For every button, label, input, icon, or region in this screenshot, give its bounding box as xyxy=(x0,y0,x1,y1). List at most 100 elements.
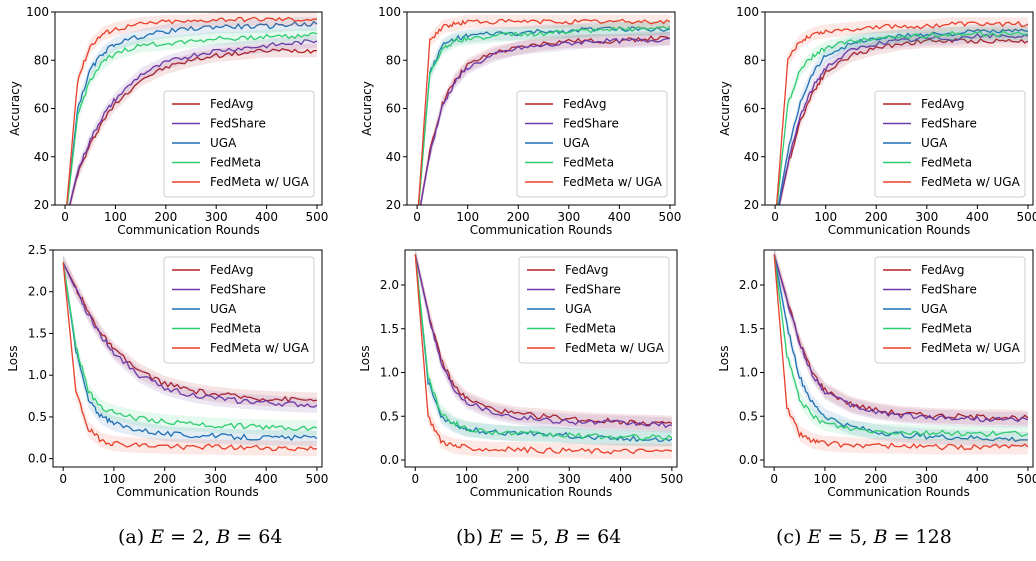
x-tick-label: 300 xyxy=(557,210,580,224)
y-tick-label: 20 xyxy=(34,198,49,212)
y-tick-label: 100 xyxy=(26,5,49,19)
legend-entry: FedMeta w/ UGA xyxy=(210,175,310,189)
x-tick-label: 500 xyxy=(658,210,681,224)
series-line-fedmeta xyxy=(414,254,673,441)
legend-entry: UGA xyxy=(210,302,237,316)
x-tick-label: 100 xyxy=(102,472,125,486)
y-axis-label: Loss xyxy=(358,345,372,371)
legend-entry: FedMeta w/ UGA xyxy=(921,341,1021,355)
y-tick-label: 60 xyxy=(744,102,759,116)
series-line-fedavg xyxy=(778,38,1029,205)
legend-entry: FedMeta w/ UGA xyxy=(563,175,663,189)
caption-c-label: (c) xyxy=(776,526,802,548)
series-line-fedmeta-w-uga xyxy=(414,254,673,455)
band-fedmeta-w-uga xyxy=(415,250,672,459)
series-line-uga xyxy=(777,28,1028,205)
y-tick-label: 20 xyxy=(386,198,401,212)
y-tick-label: 2.0 xyxy=(380,278,399,292)
chart-panel-c-accuracy: 0 100 200 300 400 50020406080100Communication… xyxy=(718,5,1036,237)
band-fedshare xyxy=(63,254,317,413)
band-uga xyxy=(418,22,670,205)
series-line-fedmeta-w-uga xyxy=(62,262,318,452)
band-fedmeta-w-uga xyxy=(776,17,1028,205)
x-tick-label: 0 xyxy=(61,210,69,224)
x-tick-label: 300 xyxy=(558,472,581,486)
series-line-fedmeta-w-uga xyxy=(773,254,1029,451)
caption-c: (c) E = 5, B = 128 xyxy=(776,526,952,548)
legend: FedAvg FedShare UGA FedMeta FedMeta w/ UGA xyxy=(874,256,1026,364)
legend-entry: FedMeta xyxy=(210,156,261,170)
legend-entry: FedAvg xyxy=(210,263,253,277)
legend-entry: FedMeta xyxy=(210,322,261,336)
legend: FedAvg FedShare UGA FedMeta FedMeta w/ UGA xyxy=(874,90,1026,198)
x-tick-label: 400 xyxy=(966,472,989,486)
legend: FedAvg FedShare UGA FedMeta FedMeta w/ UGA xyxy=(516,90,668,198)
caption-a-label: (a) xyxy=(118,526,145,548)
caption-b-e: 5 xyxy=(530,526,544,548)
legend-box xyxy=(516,90,668,198)
caption-b: (b) E = 5, B = 64 xyxy=(456,526,622,548)
x-tick-label: 400 xyxy=(255,210,278,224)
caption-a-e: 2 xyxy=(192,526,205,548)
y-axis-label: Accuracy xyxy=(360,81,374,136)
x-tick-label: 200 xyxy=(154,210,177,224)
x-tick-label: 300 xyxy=(915,472,938,486)
plot-area xyxy=(773,250,1029,455)
legend-box xyxy=(518,256,670,364)
x-tick-label: 300 xyxy=(205,210,228,224)
x-tick-label: 100 xyxy=(455,472,478,486)
x-tick-label: 200 xyxy=(507,210,530,224)
series-line-fedmeta xyxy=(62,262,318,432)
x-axis-label: Communication Rounds xyxy=(827,485,970,499)
x-tick-label: 0 xyxy=(771,210,779,224)
y-tick-label: 0.5 xyxy=(739,409,758,423)
series-line-fedshare xyxy=(419,37,670,205)
series-line-uga xyxy=(66,20,318,205)
y-tick-label: 80 xyxy=(34,53,49,67)
legend-box xyxy=(163,256,315,364)
y-axis-label: Loss xyxy=(6,345,20,371)
x-tick-label: 0 xyxy=(411,472,419,486)
x-tick-label: 200 xyxy=(506,472,529,486)
y-tick-label: 40 xyxy=(34,150,49,164)
caption-b-label: (b) xyxy=(456,526,483,548)
plot-area xyxy=(417,14,671,205)
x-tick-label: 300 xyxy=(204,472,227,486)
legend-entry: FedShare xyxy=(563,117,619,131)
chart-panel-b-accuracy: 0 100 200 300 400 50020406080100Communication… xyxy=(360,5,681,237)
legend-entry: UGA xyxy=(563,136,590,150)
legend-entry: UGA xyxy=(921,136,948,150)
caption-a-b: 64 xyxy=(258,526,283,548)
x-tick-label: 500 xyxy=(660,472,683,486)
y-axis-label: Loss xyxy=(717,345,731,371)
x-tick-label: 0 xyxy=(413,210,421,224)
series-line-fedavg xyxy=(773,254,1029,422)
y-tick-label: 60 xyxy=(34,102,49,116)
legend-entry: UGA xyxy=(565,302,592,316)
series-line-fedshare xyxy=(414,254,672,429)
series-line-fedmeta xyxy=(773,254,1029,438)
y-axis-label: Accuracy xyxy=(8,81,22,136)
legend-entry: FedShare xyxy=(921,283,977,297)
x-tick-label: 400 xyxy=(608,210,631,224)
legend: FedAvg FedShare UGA FedMeta FedMeta w/ UGA xyxy=(163,90,315,198)
legend-entry: FedAvg xyxy=(210,97,253,111)
y-tick-label: 40 xyxy=(744,150,759,164)
legend-entry: FedMeta w/ UGA xyxy=(921,175,1021,189)
plot-area xyxy=(66,12,318,205)
series-line-fedshare xyxy=(778,32,1029,205)
x-tick-label: 500 xyxy=(1016,210,1036,224)
y-tick-label: 1.0 xyxy=(28,368,47,382)
x-tick-label: 500 xyxy=(305,472,328,486)
plot-frame xyxy=(763,249,1034,468)
y-tick-label: 1.0 xyxy=(380,366,399,380)
y-axis-label: Accuracy xyxy=(718,81,732,136)
legend-entry: FedMeta xyxy=(563,156,614,170)
chart-panel-a-accuracy: 0 100 200 300 400 50020406080100Communication… xyxy=(8,5,328,237)
legend-entry: FedAvg xyxy=(921,263,964,277)
x-tick-label: 0 xyxy=(770,472,778,486)
caption-c-b: 128 xyxy=(915,526,952,548)
legend-entry: FedMeta xyxy=(565,322,616,336)
x-tick-label: 400 xyxy=(255,472,278,486)
